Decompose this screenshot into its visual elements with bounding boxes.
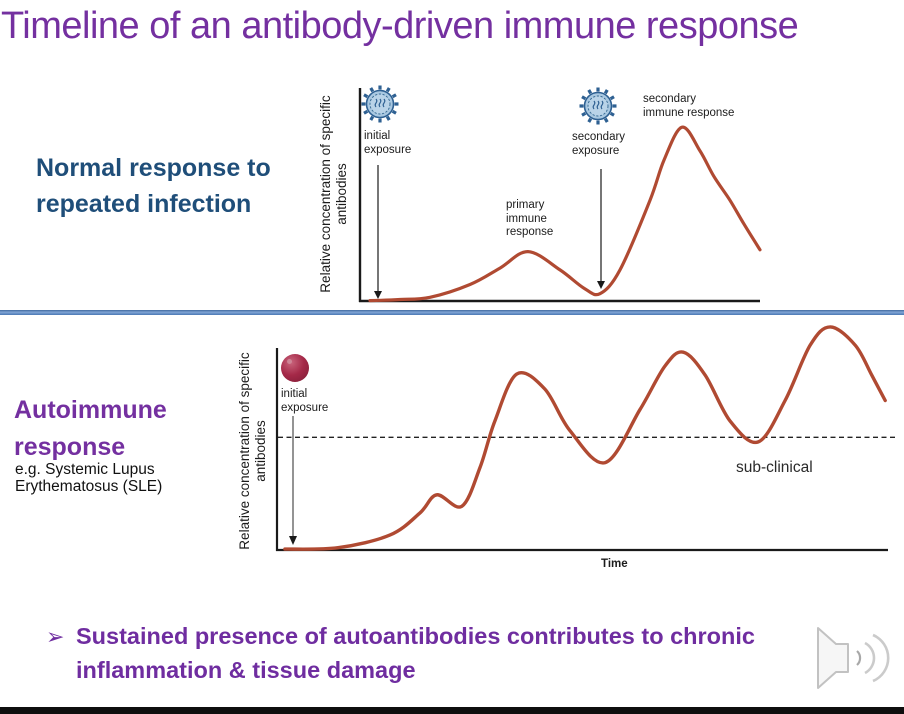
normal-response-chart (358, 88, 762, 303)
secondary-immune-response-label: secondary immune response (643, 93, 735, 119)
autoantibody-curve (283, 325, 887, 551)
sound-wave-medium (864, 641, 876, 675)
initial-exposure-arrow (289, 416, 297, 545)
autoimmune-response-heading: Autoimmune response (14, 396, 167, 461)
self-antigen-sphere-icon (281, 354, 309, 382)
section-divider-line (0, 310, 904, 315)
initial-exposure-label: initial exposure (281, 388, 329, 414)
virus-icon (359, 83, 401, 125)
normal-antibody-curve (368, 125, 762, 303)
primary-immune-response-label: primary immune response (506, 199, 554, 238)
initial-exposure-label: initial exposure (364, 130, 412, 156)
time-axis-label: Time (601, 558, 628, 570)
autoimmune-response-chart (275, 325, 896, 552)
sound-wave-large (872, 633, 890, 683)
slide-bottom-bar (0, 707, 904, 714)
secondary-exposure-label: secondary exposure (572, 131, 626, 157)
virus-icon (577, 85, 619, 127)
secondary-exposure-arrow (597, 169, 605, 289)
speaker-cone (817, 627, 849, 689)
subclinical-label: sub-clinical (736, 459, 813, 476)
takeaway-text: Sustained presence of autoantibodies con… (76, 623, 755, 683)
sound-wave-small (856, 650, 862, 666)
slide-title: Timeline of an antibody-driven immune re… (1, 5, 799, 47)
initial-exposure-arrow (374, 165, 382, 299)
arrow-bullet-icon: ➢ (46, 624, 65, 649)
takeaway-bullet: ➢ Sustained presence of autoantibodies c… (46, 619, 786, 687)
sle-example-subheading: e.g. Systemic Lupus Erythematosus (SLE) (15, 461, 163, 495)
audio-speaker-icon[interactable] (810, 618, 904, 696)
normal-response-heading: Normal response to repeated infection (36, 154, 271, 218)
